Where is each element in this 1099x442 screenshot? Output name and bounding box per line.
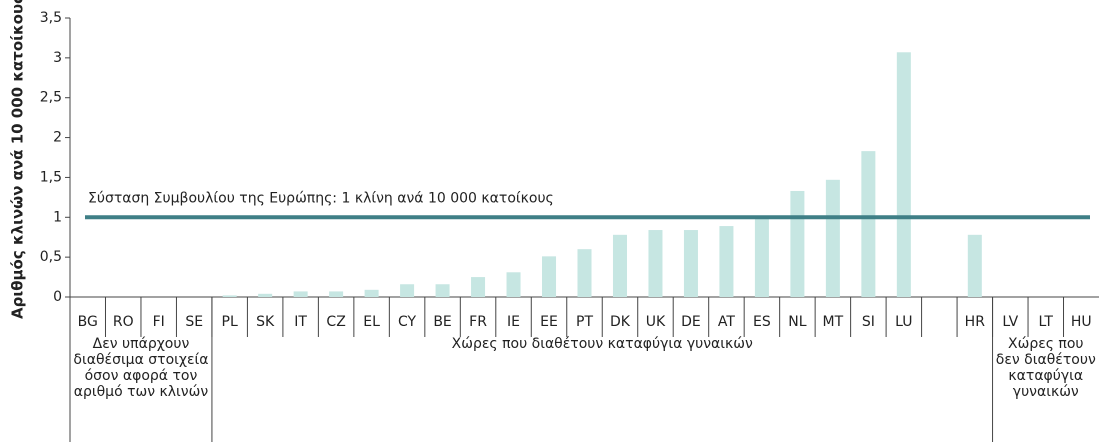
x-tick-label: LV: [1002, 314, 1018, 330]
x-tick-label: RO: [113, 314, 134, 330]
bar: [754, 218, 769, 297]
bar: [719, 226, 734, 297]
y-axis-label: Αριθμός κλινών ανά 10 000 κατοίκους: [9, 0, 27, 319]
x-tick-label: BE: [433, 314, 451, 330]
x-tick-label: BG: [78, 314, 98, 330]
group-label-line: Δεν υπάρχουν: [93, 336, 190, 352]
bar: [612, 234, 627, 297]
x-tick-label: MT: [823, 314, 844, 330]
bar: [683, 230, 698, 297]
y-tick-label: 3,5: [40, 10, 62, 26]
x-tick-label: CY: [398, 314, 417, 330]
x-tick-label: EL: [363, 314, 380, 330]
group-label-line: γυναικών: [1013, 384, 1079, 400]
x-tick-label: HR: [965, 314, 986, 330]
x-tick-label: AT: [718, 314, 735, 330]
group-label-line: καταφύγια: [1008, 368, 1083, 384]
x-tick-label: FI: [153, 314, 165, 330]
group-label-line: όσον αφορά τον: [85, 368, 198, 384]
y-tick-label: 3: [53, 50, 62, 66]
bar: [648, 230, 663, 297]
group-label-line: δεν διαθέτουν: [996, 352, 1096, 368]
x-tick-label: SE: [185, 314, 203, 330]
bar: [400, 284, 415, 297]
group-label-line: διαθέσιμα στοιχεία: [73, 352, 208, 368]
bar: [861, 151, 876, 297]
group-label-line: Χώρες που: [1008, 336, 1084, 352]
bar: [825, 179, 840, 297]
x-tick-label: UK: [646, 314, 666, 330]
x-tick-label: IT: [294, 314, 307, 330]
x-tick-label: HU: [1071, 314, 1092, 330]
x-tick-label: EE: [540, 314, 558, 330]
x-tick-label: FR: [469, 314, 487, 330]
bar: [542, 256, 557, 297]
x-tick-label: DE: [681, 314, 701, 330]
bar: [471, 277, 486, 297]
y-tick-label: 2,5: [40, 90, 62, 106]
x-tick-label: LT: [1039, 314, 1054, 330]
x-tick-label: SK: [256, 314, 275, 330]
x-tick-label: PL: [222, 314, 238, 330]
group-label: Δεν υπάρχουν διαθέσιμα στοιχεία όσον αφορά…: [73, 336, 208, 400]
x-tick-label: IE: [507, 314, 520, 330]
x-tick-label: ES: [753, 314, 771, 330]
bar: [293, 291, 308, 297]
x-tick-label: CZ: [326, 314, 345, 330]
x-tick-label: DK: [610, 314, 631, 330]
group-label-line: Χώρες που διαθέτουν καταφύγια γυναικών: [452, 336, 753, 352]
bar: [896, 52, 911, 297]
y-tick-label: 1: [53, 209, 62, 225]
reference-label: Σύσταση Συμβουλίου της Ευρώπης: 1 κλίνη …: [88, 190, 554, 206]
x-tick-label: SI: [862, 314, 875, 330]
x-tick-label: NL: [788, 314, 806, 330]
y-tick-label: 2: [53, 130, 62, 146]
bar: [790, 190, 805, 297]
group-label-line: αριθμό των κλινών: [74, 384, 209, 400]
x-tick-label: LU: [895, 314, 912, 330]
y-tick-label: 0,5: [40, 249, 62, 265]
bar: [258, 293, 273, 297]
bar: [435, 284, 450, 297]
x-tick-label: PT: [576, 314, 593, 330]
y-tick-label: 0: [53, 289, 62, 305]
bar: [329, 291, 344, 297]
y-tick-label: 1,5: [40, 169, 62, 185]
bar: [222, 295, 237, 297]
group-label: Χώρες που διαθέτουν καταφύγια γυναικών: [452, 336, 753, 352]
group-label: Χώρες που δεν διαθέτουν καταφύγια γυναικών: [996, 336, 1096, 400]
bar: [364, 289, 379, 297]
bar: [577, 249, 592, 297]
bar: [506, 272, 521, 297]
bar: [967, 234, 982, 297]
